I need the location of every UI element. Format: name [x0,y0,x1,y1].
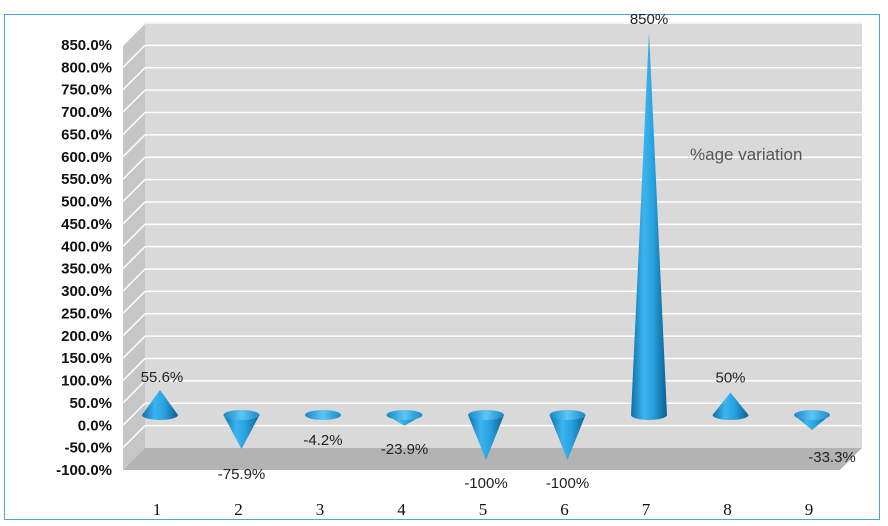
x-category-label: 7 [642,500,651,519]
gridline-side [122,402,146,426]
cone-2 [223,410,260,450]
x-category-label: 6 [560,500,569,519]
data-label: -100% [464,475,507,492]
gridline-side [122,111,146,136]
gridline-side [122,357,146,382]
cone-body [223,415,260,450]
y-tick-label: 350.0% [61,261,112,278]
gridline-side [122,313,146,337]
cone-6 [549,410,586,460]
series-label: %age variation [690,145,802,164]
cone-1 [142,389,178,420]
cone-cap [794,410,830,420]
x-category-label: 8 [723,500,732,519]
gridline-side [122,67,146,91]
x-category-label: 5 [479,500,488,519]
y-tick-label: -100.0% [56,462,112,479]
y-tick-label: 400.0% [61,238,112,255]
y-tick-label: 150.0% [61,350,112,367]
cone-cap [305,410,341,420]
x-category-label: 3 [316,500,325,519]
y-tick-label: 700.0% [61,104,112,121]
y-tick-label: 450.0% [61,216,112,233]
y-tick-label: 200.0% [61,328,112,345]
cone-cap [549,410,586,420]
plot-walls [123,22,862,470]
gridline-side [122,335,146,359]
cone-8 [712,392,749,420]
cone-body [631,32,667,420]
x-category-label: 2 [234,500,243,519]
gridline-side [122,22,146,46]
gridline-side [122,246,146,270]
data-labels: 55.6% -75.9% -4.2% -23.9% -100% -100% 850% 50% -… [141,11,856,492]
cone-7 [631,32,667,420]
cone-body [712,392,749,420]
x-category-label: 1 [153,500,162,519]
gridline-side [122,290,146,314]
cone-9 [794,410,830,430]
x-category-label: 9 [805,500,814,519]
cone-body [549,415,586,460]
data-label: -75.9% [218,466,266,483]
gridlines [122,22,862,449]
cone-3 [305,410,341,420]
cone-4 [386,410,423,426]
data-label: 55.6% [141,369,184,386]
cone-cap [386,410,423,420]
gridline-side [122,44,146,68]
cone-body [468,415,504,460]
y-axis-ticks: 850.0% 800.0% 750.0% 700.0% 650.0% 600.0% 550.… [56,37,112,479]
y-tick-label: 600.0% [61,149,112,166]
gridline-side [122,201,146,225]
y-tick-label: 850.0% [61,37,112,54]
x-axis-categories: 1 2 3 4 5 6 7 8 9 [153,500,814,519]
gridline-side [122,179,146,203]
data-label: -33.3% [808,449,856,466]
y-tick-label: 50.0% [69,395,112,412]
y-tick-label: 650.0% [61,126,112,143]
gridline-side [122,380,146,404]
cone-5 [468,410,504,460]
side-wall [123,22,145,470]
gridline-side [122,268,146,292]
data-label: -4.2% [303,432,342,449]
y-tick-label: -50.0% [64,440,112,457]
y-tick-label: 800.0% [61,59,112,76]
cone-series [142,32,830,460]
y-tick-label: 550.0% [61,171,112,188]
data-label: -100% [546,475,589,492]
y-tick-label: 750.0% [61,82,112,99]
data-label: 50% [715,369,745,386]
cone-body [142,389,178,420]
cone-cap [468,410,504,420]
gridline-side [122,89,146,113]
y-tick-label: 100.0% [61,373,112,390]
y-tick-label: 300.0% [61,283,112,300]
gridline-side [122,425,146,449]
gridline-side [122,134,146,158]
x-category-label: 4 [397,500,406,519]
data-label: -23.9% [381,441,429,458]
gridline-side [122,156,146,180]
cone-cap [223,410,260,420]
y-tick-label: 250.0% [61,305,112,322]
data-label: 850% [630,11,668,28]
y-tick-label: 0.0% [78,417,112,434]
floor [123,448,862,470]
gridline-side [122,223,146,247]
y-tick-label: 500.0% [61,194,112,211]
back-wall [145,22,862,448]
